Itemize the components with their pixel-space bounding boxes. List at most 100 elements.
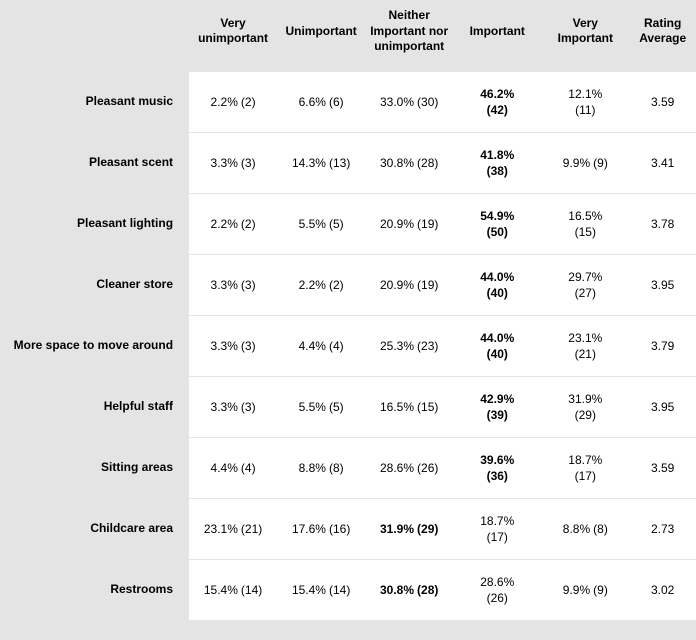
cell-count: (9): [593, 156, 608, 170]
row-label: Helpful staff: [0, 376, 189, 437]
cell-percent: 9.9%: [563, 583, 590, 597]
cell-percent: 3.3%: [211, 156, 238, 170]
cell-count: (5): [329, 217, 344, 231]
cell-count: (13): [329, 156, 350, 170]
cell-count: (14): [329, 583, 350, 597]
row-label: Pleasant lighting: [0, 193, 189, 254]
data-cell: 20.9%(19): [365, 193, 453, 254]
data-cell: 42.9%(39): [453, 376, 541, 437]
cell-percent: 29.7%: [545, 269, 625, 285]
cell-percent: 23.1%: [204, 522, 238, 536]
cell-count: (26): [457, 590, 537, 606]
col-header-rating-average: Rating Average: [629, 0, 696, 71]
data-cell: 28.6%(26): [365, 437, 453, 498]
data-cell: 8.8%(8): [541, 498, 629, 559]
cell-count: (42): [457, 102, 537, 118]
cell-count: (21): [545, 346, 625, 362]
row-label: Sitting areas: [0, 437, 189, 498]
cell-percent: 28.6%: [380, 461, 414, 475]
data-cell: 18.7%(17): [453, 498, 541, 559]
cell-percent: 5.5%: [299, 400, 326, 414]
row-label: Pleasant music: [0, 71, 189, 132]
cell-count: (19): [417, 217, 438, 231]
data-cell: 44.0%(40): [453, 254, 541, 315]
rating-cell: 3.02: [629, 559, 696, 620]
data-cell: 20.9%(19): [365, 254, 453, 315]
table-header: Very unimportant Unimportant Neither Imp…: [0, 0, 696, 71]
cell-percent: 46.2%: [457, 86, 537, 102]
data-cell: 17.6%(16): [277, 498, 365, 559]
data-cell: 28.6%(26): [453, 559, 541, 620]
row-label: Childcare area: [0, 498, 189, 559]
data-cell: 14.3%(13): [277, 132, 365, 193]
data-cell: 16.5%(15): [365, 376, 453, 437]
cell-count: (21): [241, 522, 262, 536]
data-cell: 4.4%(4): [189, 437, 277, 498]
cell-percent: 2.2%: [211, 217, 238, 231]
cell-count: (14): [241, 583, 262, 597]
cell-percent: 30.8%: [380, 156, 414, 170]
data-cell: 44.0%(40): [453, 315, 541, 376]
col-header-important: Important: [453, 0, 541, 71]
cell-count: (16): [329, 522, 350, 536]
table-body: Pleasant music2.2%(2)6.6%(6)33.0%(30)46.…: [0, 71, 696, 620]
rating-cell: 3.78: [629, 193, 696, 254]
table-row: Childcare area23.1%(21)17.6%(16)31.9%(29…: [0, 498, 696, 559]
cell-percent: 6.6%: [299, 95, 326, 109]
data-cell: 29.7%(27): [541, 254, 629, 315]
cell-count: (4): [241, 461, 256, 475]
cell-percent: 3.3%: [211, 278, 238, 292]
rating-cell: 3.41: [629, 132, 696, 193]
data-cell: 30.8%(28): [365, 132, 453, 193]
data-cell: 5.5%(5): [277, 376, 365, 437]
cell-count: (40): [457, 285, 537, 301]
col-header-unimportant: Unimportant: [277, 0, 365, 71]
cell-count: (27): [545, 285, 625, 301]
cell-percent: 23.1%: [545, 330, 625, 346]
cell-count: (2): [241, 95, 256, 109]
cell-percent: 16.5%: [380, 400, 414, 414]
table-row: Pleasant scent3.3%(3)14.3%(13)30.8%(28)4…: [0, 132, 696, 193]
rating-cell: 3.79: [629, 315, 696, 376]
cell-count: (5): [329, 400, 344, 414]
data-cell: 12.1%(11): [541, 71, 629, 132]
cell-count: (40): [457, 346, 537, 362]
row-label: More space to move around: [0, 315, 189, 376]
data-cell: 54.9%(50): [453, 193, 541, 254]
cell-percent: 28.6%: [457, 574, 537, 590]
cell-percent: 17.6%: [292, 522, 326, 536]
cell-count: (8): [593, 522, 608, 536]
data-cell: 25.3%(23): [365, 315, 453, 376]
cell-percent: 2.2%: [299, 278, 326, 292]
cell-count: (28): [417, 583, 438, 597]
cell-count: (29): [417, 522, 438, 536]
importance-ratings-table: Very unimportant Unimportant Neither Imp…: [0, 0, 696, 620]
data-cell: 9.9%(9): [541, 559, 629, 620]
cell-count: (19): [417, 278, 438, 292]
cell-count: (11): [545, 102, 625, 118]
data-cell: 30.8%(28): [365, 559, 453, 620]
data-cell: 31.9%(29): [365, 498, 453, 559]
cell-count: (50): [457, 224, 537, 240]
cell-percent: 31.9%: [545, 391, 625, 407]
cell-percent: 18.7%: [545, 452, 625, 468]
col-header-very-important: Very Important: [541, 0, 629, 71]
table-row: Cleaner store3.3%(3)2.2%(2)20.9%(19)44.0…: [0, 254, 696, 315]
cell-percent: 9.9%: [563, 156, 590, 170]
cell-percent: 31.9%: [380, 522, 414, 536]
cell-count: (3): [241, 156, 256, 170]
cell-percent: 3.3%: [211, 339, 238, 353]
cell-count: (26): [417, 461, 438, 475]
cell-count: (3): [241, 339, 256, 353]
table-row: Pleasant lighting2.2%(2)5.5%(5)20.9%(19)…: [0, 193, 696, 254]
cell-count: (6): [329, 95, 344, 109]
cell-percent: 15.4%: [292, 583, 326, 597]
cell-count: (39): [457, 407, 537, 423]
cell-percent: 14.3%: [292, 156, 326, 170]
cell-percent: 8.8%: [299, 461, 326, 475]
header-blank: [0, 0, 189, 71]
data-cell: 3.3%(3): [189, 376, 277, 437]
data-cell: 18.7%(17): [541, 437, 629, 498]
cell-percent: 20.9%: [380, 278, 414, 292]
cell-percent: 5.5%: [299, 217, 326, 231]
